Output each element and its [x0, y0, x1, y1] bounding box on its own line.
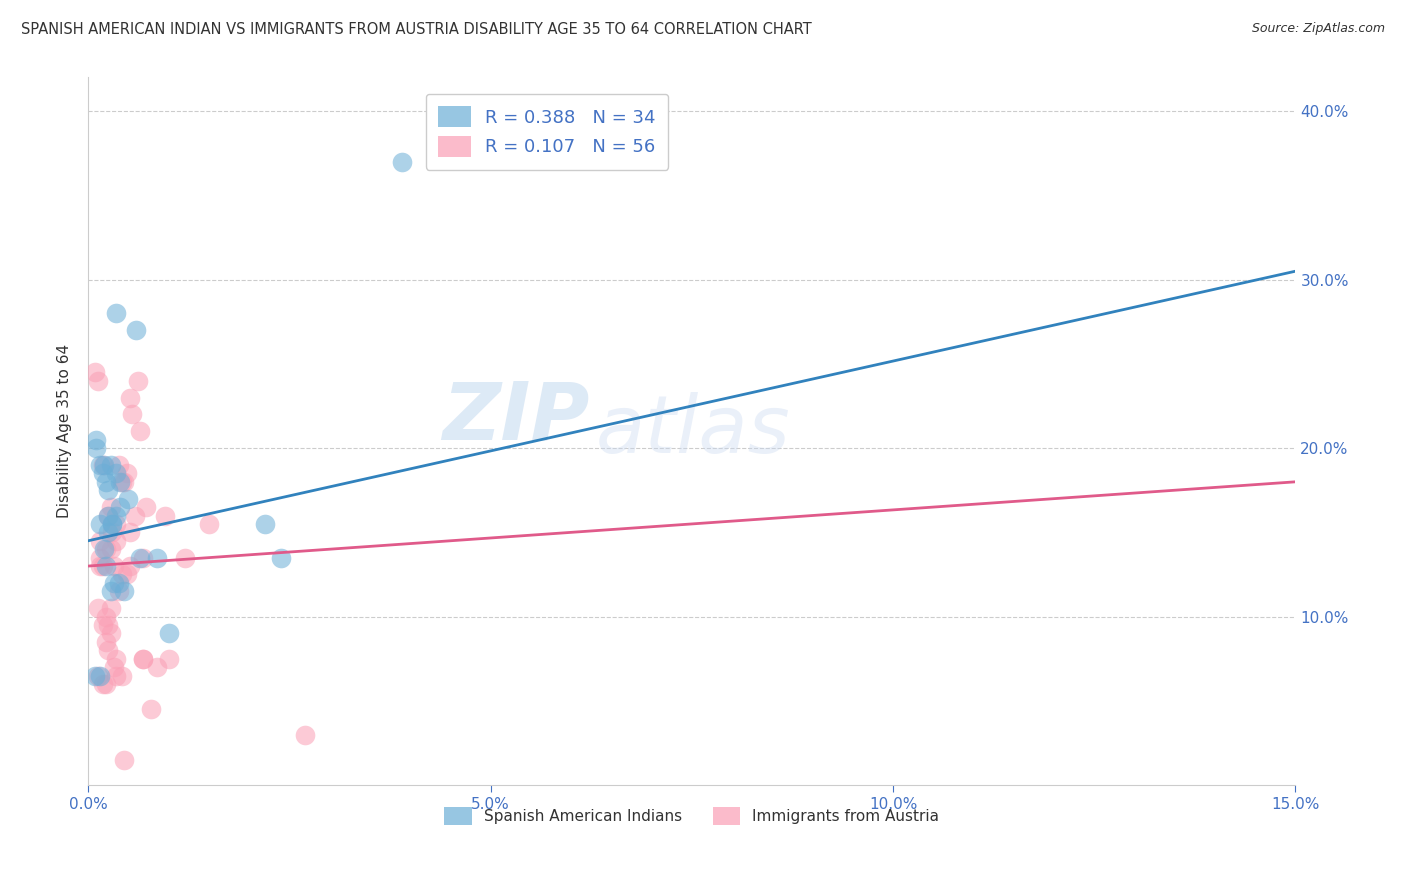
- Point: [125, 323, 148, 337]
- Point: [97, 618, 120, 632]
- Point: [89, 559, 111, 574]
- Point: [132, 651, 155, 665]
- Point: [145, 550, 167, 565]
- Point: [115, 467, 138, 481]
- Point: [129, 424, 152, 438]
- Point: [84, 441, 107, 455]
- Point: [115, 567, 138, 582]
- Text: ZIP: ZIP: [441, 378, 589, 456]
- Point: [103, 575, 125, 590]
- Point: [270, 550, 292, 565]
- Point: [294, 727, 316, 741]
- Point: [94, 609, 117, 624]
- Text: SPANISH AMERICAN INDIAN VS IMMIGRANTS FROM AUSTRIA DISABILITY AGE 35 TO 64 CORRE: SPANISH AMERICAN INDIAN VS IMMIGRANTS FR…: [21, 22, 811, 37]
- Point: [101, 525, 124, 540]
- Point: [107, 575, 129, 590]
- Point: [105, 533, 128, 548]
- Point: [107, 584, 129, 599]
- Point: [105, 516, 128, 531]
- Point: [89, 458, 111, 472]
- Point: [97, 483, 120, 498]
- Point: [157, 651, 180, 665]
- Point: [173, 550, 195, 565]
- Point: [91, 458, 114, 472]
- Point: [89, 550, 111, 565]
- Point: [100, 458, 122, 472]
- Point: [127, 374, 149, 388]
- Point: [139, 702, 162, 716]
- Point: [105, 668, 128, 682]
- Point: [101, 516, 124, 531]
- Point: [103, 559, 125, 574]
- Point: [87, 601, 110, 615]
- Point: [84, 433, 107, 447]
- Text: atlas: atlas: [595, 392, 790, 470]
- Point: [111, 668, 134, 682]
- Legend: Spanish American Indians, Immigrants from Austria: Spanish American Indians, Immigrants fro…: [434, 798, 949, 834]
- Point: [91, 677, 114, 691]
- Point: [91, 467, 114, 481]
- Point: [91, 559, 114, 574]
- Point: [93, 458, 115, 472]
- Point: [100, 626, 122, 640]
- Point: [93, 542, 115, 557]
- Point: [105, 508, 128, 523]
- Point: [112, 753, 135, 767]
- Point: [83, 365, 105, 379]
- Point: [107, 458, 129, 472]
- Point: [100, 601, 122, 615]
- Point: [94, 559, 117, 574]
- Point: [89, 668, 111, 682]
- Point: [89, 516, 111, 531]
- Point: [118, 559, 141, 574]
- Point: [112, 584, 135, 599]
- Point: [89, 533, 111, 548]
- Point: [94, 677, 117, 691]
- Y-axis label: Disability Age 35 to 64: Disability Age 35 to 64: [58, 344, 72, 518]
- Point: [112, 475, 135, 489]
- Point: [198, 516, 221, 531]
- Point: [157, 626, 180, 640]
- Point: [97, 508, 120, 523]
- Point: [110, 500, 132, 514]
- Point: [118, 391, 141, 405]
- Point: [83, 668, 105, 682]
- Point: [105, 467, 128, 481]
- Point: [105, 651, 128, 665]
- Point: [101, 516, 124, 531]
- Point: [129, 550, 152, 565]
- Point: [100, 584, 122, 599]
- Point: [87, 668, 110, 682]
- Point: [94, 635, 117, 649]
- Point: [87, 374, 110, 388]
- Point: [391, 154, 413, 169]
- Point: [254, 516, 277, 531]
- Point: [97, 643, 120, 657]
- Point: [94, 542, 117, 557]
- Point: [100, 500, 122, 514]
- Text: Source: ZipAtlas.com: Source: ZipAtlas.com: [1251, 22, 1385, 36]
- Point: [145, 660, 167, 674]
- Point: [97, 525, 120, 540]
- Point: [132, 550, 155, 565]
- Point: [110, 475, 132, 489]
- Point: [135, 500, 157, 514]
- Point: [103, 660, 125, 674]
- Point: [117, 491, 139, 506]
- Point: [111, 567, 134, 582]
- Point: [111, 475, 134, 489]
- Point: [100, 542, 122, 557]
- Point: [97, 508, 120, 523]
- Point: [105, 306, 128, 320]
- Point: [124, 508, 146, 523]
- Point: [118, 525, 141, 540]
- Point: [153, 508, 176, 523]
- Point: [132, 651, 155, 665]
- Point: [94, 475, 117, 489]
- Point: [91, 618, 114, 632]
- Point: [121, 408, 143, 422]
